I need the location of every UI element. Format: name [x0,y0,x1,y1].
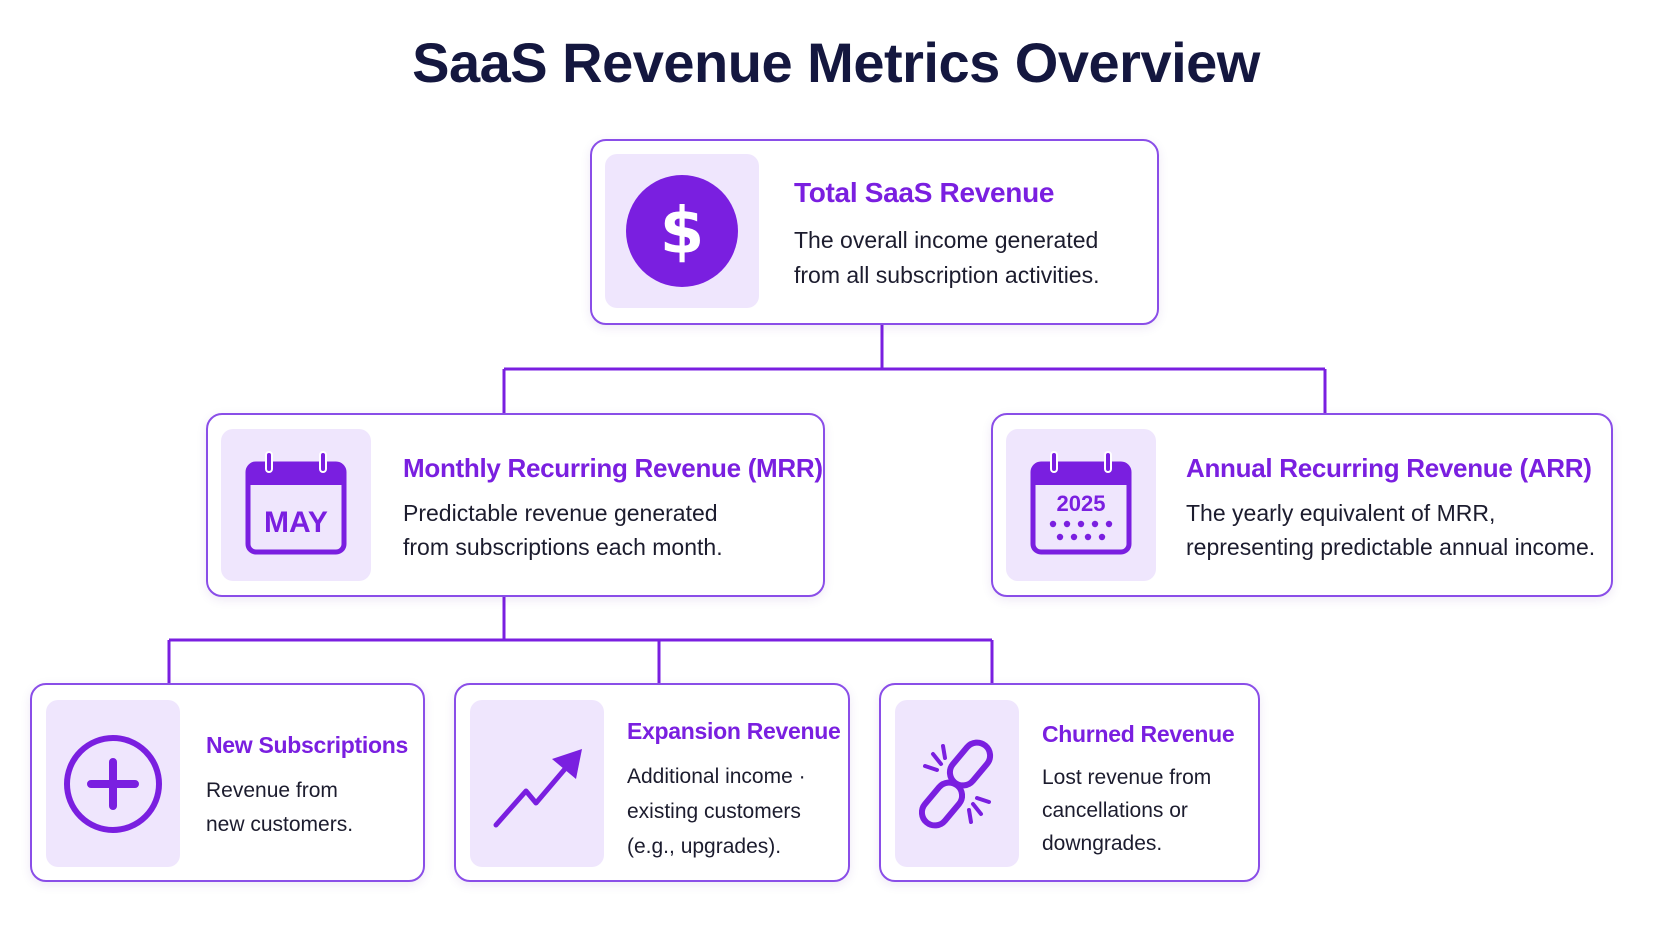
card-description: Revenue from new customers. [206,779,354,836]
icon-box [46,700,180,867]
card-new-subscriptions: New Subscriptions Revenue from new custo… [30,683,425,882]
plus-circle-icon [64,734,162,833]
card-churned-revenue: Churned Revenue Lost revenue from cancel… [879,683,1260,882]
icon-box [470,700,604,867]
card-title: Expansion Revenue [627,718,841,744]
card-mrr: MAY Monthly Recurring Revenue (MRR) Pred… [206,413,825,597]
card-title: Monthly Recurring Revenue (MRR) [403,453,823,483]
connector-mrr-to-level3 [167,596,994,684]
card-description: Predictable revenue generated from subsc… [403,500,723,560]
page-title: SaaS Revenue Metrics Overview [412,31,1260,94]
icon-box: 2025 [1006,429,1156,581]
card-title: Churned Revenue [1042,721,1235,747]
card-description: The yearly equivalent of MRR, representi… [1186,500,1596,560]
card-title: Total SaaS Revenue [794,177,1055,208]
trend-up-arrow-icon [493,748,582,827]
calendar-year-label: 2025 [1057,491,1106,516]
connector-total-to-level2 [502,325,1327,414]
icon-box: $ [605,154,759,308]
calendar-month-label: MAY [264,506,328,539]
dollar-icon: $ [626,175,738,287]
card-total-saas-revenue: $ Total SaaS Revenue The overall income … [590,139,1159,325]
card-title: Annual Recurring Revenue (ARR) [1186,453,1592,483]
calendar-month-icon: MAY [245,451,347,555]
card-arr: 2025 Annual Recurring Revenue (ARR) The … [991,413,1613,597]
card-description: The overall income generated from all su… [794,227,1100,288]
calendar-year-icon: 2025 [1030,451,1132,555]
card-title: New Subscriptions [206,732,408,758]
icon-box: MAY [221,429,371,581]
icon-box [895,700,1019,867]
card-description: Additional income · existing customers (… [627,765,806,858]
card-expansion-revenue: Expansion Revenue Additional income · ex… [454,683,850,882]
broken-link-icon [918,739,994,828]
card-description: Lost revenue from cancellations or downg… [1042,766,1212,855]
dollar-symbol: $ [660,195,705,269]
